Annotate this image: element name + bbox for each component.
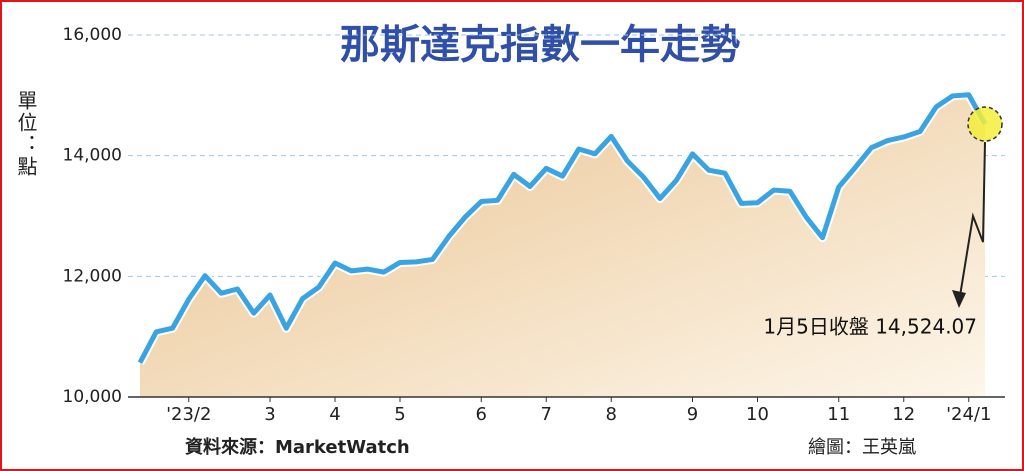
- x-tick-label: 8: [606, 404, 617, 425]
- credit: 繪圖：王英嵐: [808, 437, 916, 458]
- x-tick-label: 3: [264, 404, 275, 425]
- y-tick-label: 10,000: [63, 387, 122, 407]
- line: [137, 92, 988, 364]
- annotation: 1月5日收盤 14,524.07: [763, 315, 977, 339]
- x-tick-label: 11: [827, 404, 850, 425]
- source: 資料來源：MarketWatch: [185, 436, 410, 458]
- x-tick-label: 5: [394, 404, 405, 425]
- y-tick-label: 16,000: [63, 25, 122, 45]
- arrow-head: [952, 290, 966, 309]
- x-tick-label: 10: [746, 404, 769, 425]
- x-tick-label: 9: [687, 404, 698, 425]
- x-tick-label: '24/1: [946, 404, 991, 425]
- y-tick-label: 14,000: [63, 146, 122, 166]
- x-tick-label: 6: [476, 404, 487, 425]
- y-axis-label: 單位：點: [14, 90, 38, 178]
- annotation-arrow: [958, 142, 986, 303]
- x-tick-label: 12: [892, 404, 915, 425]
- x-tick-label: '23/2: [166, 404, 211, 425]
- highlight: [967, 106, 1003, 142]
- x-tick-label: 7: [541, 404, 552, 425]
- area: [140, 94, 985, 397]
- chart-title: 那斯達克指數一年走勢: [340, 22, 740, 68]
- x-tick-label: 4: [329, 404, 340, 425]
- y-tick-label: 12,000: [63, 266, 122, 286]
